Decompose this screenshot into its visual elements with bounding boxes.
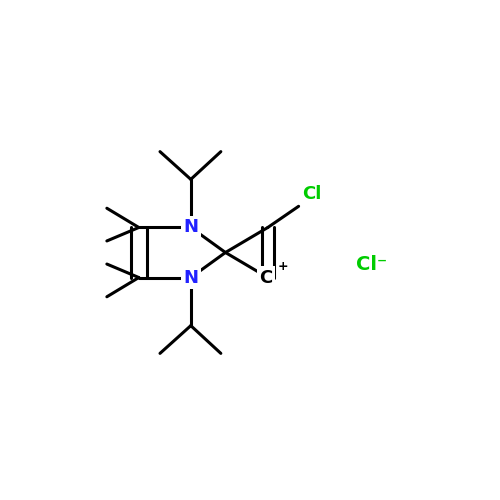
Text: N: N xyxy=(184,218,198,236)
Text: Cl⁻: Cl⁻ xyxy=(356,254,388,274)
Text: N: N xyxy=(184,268,198,286)
Text: C: C xyxy=(259,268,272,286)
Text: +: + xyxy=(278,260,288,273)
Text: Cl: Cl xyxy=(302,185,322,203)
